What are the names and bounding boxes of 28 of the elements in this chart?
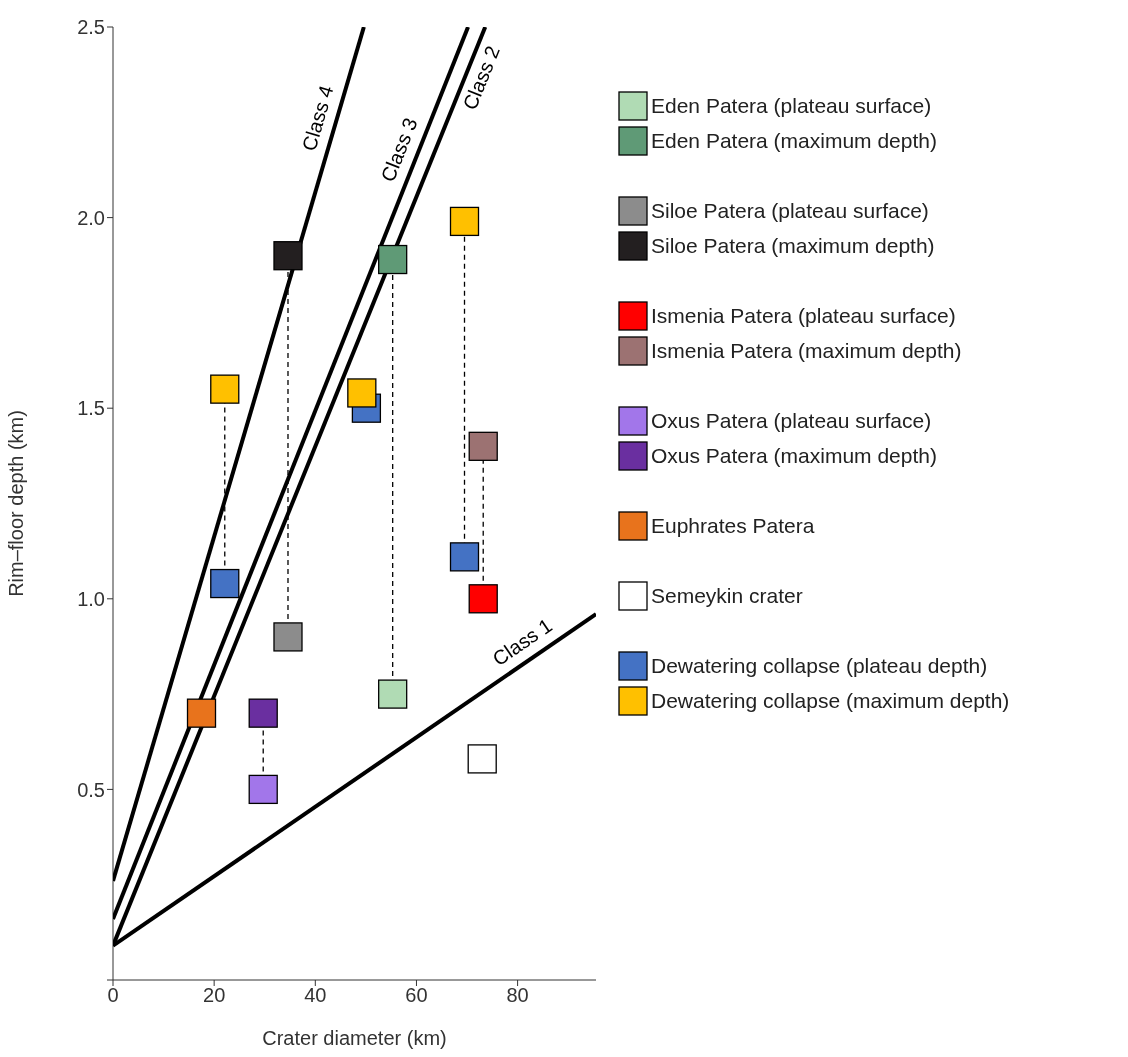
x-tick-label: 0 bbox=[107, 984, 119, 1007]
legend-label: Dewatering collapse (plateau depth) bbox=[651, 653, 988, 678]
legend-label: Semeykin crater bbox=[651, 583, 803, 608]
annotation: Class 4 bbox=[297, 83, 338, 154]
x-tick-label: 60 bbox=[405, 984, 428, 1007]
legend-label: Siloe Patera (plateau surface) bbox=[651, 198, 929, 223]
annotation: Class 2 bbox=[458, 42, 504, 113]
y-tick-label: 2.0 bbox=[77, 206, 105, 229]
legend-label: Eden Patera (plateau surface) bbox=[651, 93, 932, 118]
y-axis-title: Rim–floor depth (km) bbox=[5, 410, 28, 597]
annotation: Class 1 bbox=[488, 614, 556, 671]
legend-label: Oxus Patera (plateau surface) bbox=[651, 408, 932, 433]
annotation: Class 3 bbox=[376, 114, 422, 185]
x-axis-title: Crater diameter (km) bbox=[262, 1027, 447, 1049]
legend-label: Siloe Patera (maximum depth) bbox=[651, 233, 935, 258]
legend-label: Ismenia Patera (plateau surface) bbox=[651, 303, 956, 328]
x-tick-label: 20 bbox=[203, 984, 226, 1007]
y-tick-label: 1.5 bbox=[77, 397, 105, 420]
legend-label: Eden Patera (maximum depth) bbox=[651, 128, 937, 153]
x-tick-label: 80 bbox=[506, 984, 529, 1007]
y-tick-label: 1.0 bbox=[77, 587, 105, 610]
legend-label: Ismenia Patera (maximum depth) bbox=[651, 338, 962, 363]
legend-label: Dewatering collapse (maximum depth) bbox=[651, 688, 1010, 713]
y-tick-label: 0.5 bbox=[77, 778, 105, 801]
legend-label: Euphrates Patera bbox=[651, 513, 815, 538]
legend-label: Oxus Patera (maximum depth) bbox=[651, 443, 937, 468]
y-tick-label: 2.5 bbox=[77, 16, 105, 39]
x-tick-label: 40 bbox=[304, 984, 327, 1007]
